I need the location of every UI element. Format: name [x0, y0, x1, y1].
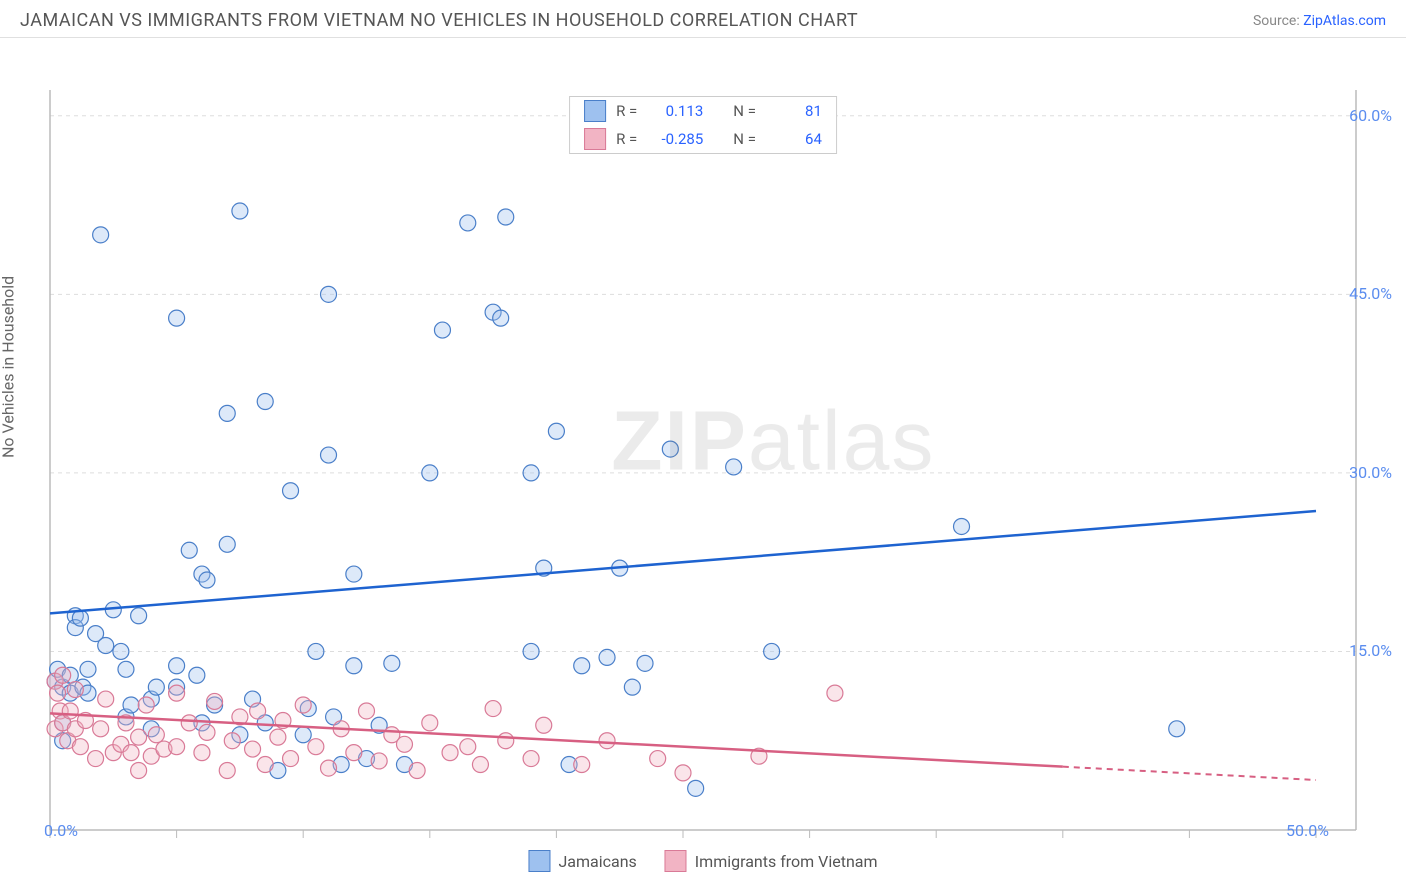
legend-label-2: Immigrants from Vietnam: [695, 852, 878, 871]
y-tick-label: 60.0%: [1349, 106, 1392, 125]
r-value-2: -0.285: [647, 130, 703, 148]
stats-swatch-1: [584, 100, 606, 122]
stats-swatch-2: [584, 128, 606, 150]
stats-row-series-2: R = -0.285 N = 64: [570, 125, 836, 153]
n-value-2: 64: [766, 130, 822, 148]
source-label: Source:: [1253, 13, 1300, 29]
chart-area: No Vehicles in Household ZIPatlas R = 0.…: [0, 38, 1406, 878]
legend-swatch-1: [528, 850, 550, 872]
r-value-1: 0.113: [647, 102, 703, 120]
n-value-1: 81: [766, 102, 822, 120]
legend-label-1: Jamaicans: [558, 852, 636, 871]
legend-item-2: Immigrants from Vietnam: [665, 850, 878, 872]
y-tick-label: 30.0%: [1349, 463, 1392, 482]
x-tick-label: 50.0%: [1286, 821, 1329, 840]
source-attribution: Source: ZipAtlas.com: [1253, 13, 1386, 29]
chart-header: JAMAICAN VS IMMIGRANTS FROM VIETNAM NO V…: [0, 0, 1406, 38]
y-tick-label: 15.0%: [1349, 641, 1392, 660]
scatter-plot-svg: [0, 38, 1406, 878]
source-link[interactable]: ZipAtlas.com: [1303, 13, 1386, 29]
legend-item-1: Jamaicans: [528, 850, 636, 872]
stats-row-series-1: R = 0.113 N = 81: [570, 97, 836, 125]
x-tick-label: 0.0%: [44, 821, 78, 840]
y-tick-label: 45.0%: [1349, 284, 1392, 303]
y-axis-label: No Vehicles in Household: [0, 276, 18, 458]
legend-swatch-2: [665, 850, 687, 872]
series-legend: Jamaicans Immigrants from Vietnam: [528, 850, 877, 872]
correlation-stats-box: R = 0.113 N = 81 R = -0.285 N = 64: [569, 96, 837, 154]
chart-title: JAMAICAN VS IMMIGRANTS FROM VIETNAM NO V…: [20, 10, 858, 31]
